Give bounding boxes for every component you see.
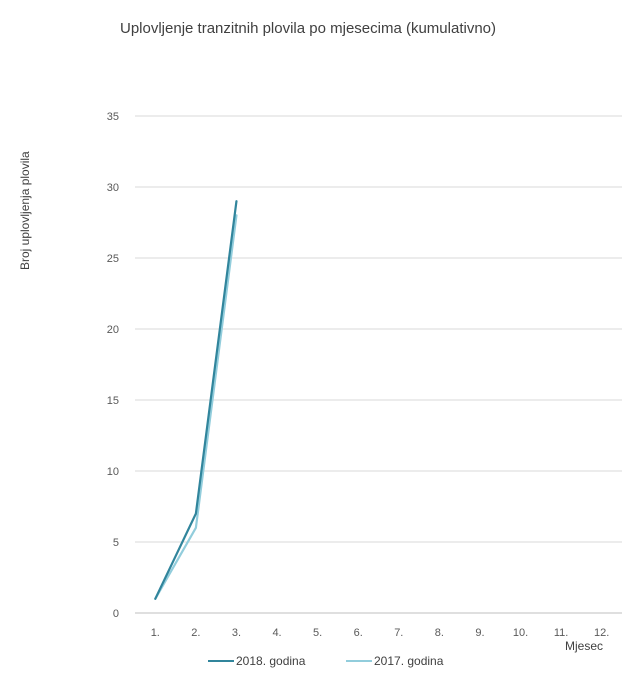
y-tick-label: 15 — [107, 395, 119, 407]
x-tick-label: 8. — [435, 627, 444, 639]
y-tick-label: 20 — [107, 324, 119, 336]
y-tick-label: 35 — [107, 111, 119, 123]
legend-label-2018: 2018. godina — [236, 654, 306, 668]
x-tick-label: 10. — [513, 627, 528, 639]
series-line-2017-godina — [154, 214, 238, 600]
legend-swatch-2017 — [346, 660, 372, 662]
x-tick-label: 11. — [554, 627, 568, 639]
x-tick-label: 7. — [394, 627, 403, 639]
series-line-2018-godina — [154, 200, 238, 600]
y-tick-label: 25 — [107, 253, 119, 265]
x-tick-label: 5. — [313, 627, 322, 639]
legend-item-2018: 2018. godina — [208, 654, 305, 668]
y-tick-label: 30 — [107, 182, 119, 194]
x-tick-label: 3. — [232, 627, 241, 639]
x-tick-label: 9. — [475, 627, 484, 639]
x-tick-label: 1. — [151, 627, 160, 639]
x-tick-label: 2. — [191, 627, 200, 639]
legend-item-2017: 2017. godina — [346, 654, 443, 668]
legend-label-2017: 2017. godina — [374, 654, 444, 668]
y-tick-label: 10 — [107, 466, 119, 478]
x-tick-label: 6. — [354, 627, 363, 639]
y-tick-label: 0 — [113, 608, 119, 620]
x-tick-label: 12. — [594, 627, 609, 639]
x-axis-label: Mjesec — [565, 639, 604, 653]
legend-swatch-2018 — [208, 660, 234, 662]
y-tick-label: 5 — [113, 537, 119, 549]
chart-title: Uplovljenje tranzitnih plovila po mjesec… — [120, 20, 496, 37]
x-tick-label: 4. — [272, 627, 281, 639]
